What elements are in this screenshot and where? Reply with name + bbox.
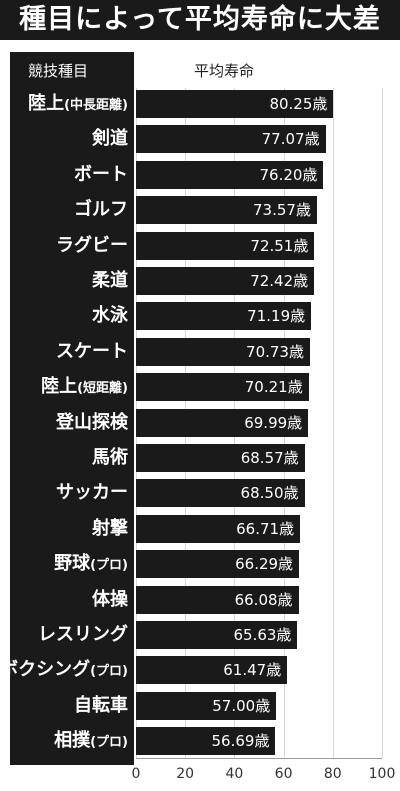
category-main: 野球	[54, 553, 91, 575]
bar-value-label: 69.99歳	[244, 413, 303, 432]
bar: 70.73歳	[136, 337, 310, 366]
bar: 69.99歳	[136, 408, 309, 437]
category-main: ラグビー	[56, 234, 128, 256]
category-panel	[10, 52, 134, 765]
bar-value-label: 68.57歳	[240, 449, 299, 467]
bar: 72.42歳	[136, 267, 315, 295]
category-main: 陸上	[28, 93, 65, 114]
category-label: サッカー	[56, 478, 128, 508]
bar-value-label: 65.63歳	[233, 626, 292, 644]
category-main: ゴルフ	[74, 199, 128, 221]
bar-value-label: 77.07歳	[261, 130, 320, 149]
value-header: 平均寿命	[194, 62, 255, 80]
bar: 66.08歳	[136, 585, 299, 614]
category-label: 水泳	[92, 301, 128, 331]
category-main: 水泳	[92, 305, 128, 327]
bar: 80.25歳	[136, 90, 334, 118]
category-main: 相撲	[54, 730, 91, 752]
category-main: スケート	[56, 340, 128, 362]
x-tick-label: 20	[176, 766, 195, 782]
bar-value-label: 66.29歳	[235, 555, 294, 574]
category-label: レスリング	[38, 620, 128, 650]
category-main: 剣道	[92, 128, 128, 150]
bar-value-label: 72.51歳	[250, 236, 309, 255]
category-main: 射撃	[92, 517, 128, 539]
category-label: 登山探検	[56, 408, 128, 438]
category-label: 陸上(中長距離)	[28, 89, 128, 119]
bar-value-label: 61.47歳	[223, 661, 282, 680]
category-label: 馬術	[92, 443, 128, 473]
category-label: 射撃	[92, 514, 128, 544]
x-axis-line	[136, 758, 382, 759]
category-sub: (短距離)	[77, 381, 128, 397]
category-label: 剣道	[92, 124, 128, 154]
category-label: ラグビー	[56, 231, 128, 261]
bar-value-label: 56.69歳	[211, 732, 270, 751]
x-tick-label: 60	[274, 766, 293, 782]
grid-line	[382, 88, 383, 758]
category-label: ボクシング(プロ)	[0, 655, 128, 685]
bar: 65.63歳	[136, 621, 298, 649]
bar: 71.19歳	[136, 302, 312, 331]
category-main: 馬術	[92, 447, 128, 468]
category-sub: (中長距離)	[64, 98, 128, 113]
bar-value-label: 66.71歳	[236, 519, 295, 538]
category-label: 相撲(プロ)	[54, 726, 128, 756]
category-label: ゴルフ	[74, 195, 128, 225]
bar: 57.00歳	[136, 691, 277, 720]
bar: 68.57歳	[136, 444, 305, 472]
bar-value-label: 57.00歳	[212, 696, 271, 715]
category-label: 野球(プロ)	[54, 549, 128, 579]
category-main: 登山探検	[56, 411, 128, 433]
category-header: 競技種目	[28, 62, 89, 80]
x-tick-label: 100	[368, 766, 396, 782]
category-main: サッカー	[56, 482, 128, 504]
category-main: ボート	[74, 163, 128, 185]
bar-value-label: 71.19歳	[247, 307, 306, 326]
bar: 68.50歳	[136, 479, 305, 508]
bar-value-label: 68.50歳	[240, 484, 299, 503]
bar: 61.47歳	[136, 656, 288, 685]
category-label: 自転車	[74, 691, 128, 721]
bar: 56.69歳	[136, 727, 276, 756]
bar-value-label: 70.21歳	[244, 378, 303, 397]
bar-value-label: 66.08歳	[234, 590, 293, 609]
bar: 73.57歳	[136, 196, 317, 225]
grid-line	[332, 88, 334, 758]
category-main: 自転車	[74, 694, 128, 716]
category-label: 陸上(短距離)	[41, 372, 128, 402]
x-tick-label: 80	[323, 766, 342, 782]
category-label: 柔道	[92, 266, 128, 296]
category-label: スケート	[56, 337, 128, 367]
bar-value-label: 72.42歳	[250, 272, 309, 290]
bar-value-label: 80.25歳	[269, 95, 328, 113]
bar: 66.29歳	[136, 550, 300, 579]
bar-value-label: 73.57歳	[253, 201, 311, 220]
category-sub: (プロ)	[90, 558, 128, 574]
bar: 77.07歳	[136, 125, 326, 154]
bar: 66.71歳	[136, 514, 301, 543]
bar-value-label: 76.20歳	[259, 165, 318, 184]
bar: 76.20歳	[136, 160, 324, 189]
category-main: ボクシング	[0, 659, 91, 681]
category-main: レスリング	[38, 624, 128, 645]
category-label: 体操	[92, 585, 128, 615]
bar: 70.21歳	[136, 373, 309, 402]
category-label: ボート	[74, 160, 128, 190]
category-main: 陸上	[41, 376, 78, 398]
chart-title: 種目によって平均寿命に大差	[0, 0, 400, 40]
bar-value-label: 70.73歳	[246, 342, 304, 361]
category-main: 柔道	[92, 270, 128, 291]
category-main: 体操	[92, 588, 128, 610]
bar: 72.51歳	[136, 231, 315, 260]
category-sub: (プロ)	[90, 735, 128, 751]
x-tick-label: 40	[225, 766, 244, 782]
category-sub: (プロ)	[90, 664, 128, 680]
x-tick-label: 0	[131, 766, 141, 782]
